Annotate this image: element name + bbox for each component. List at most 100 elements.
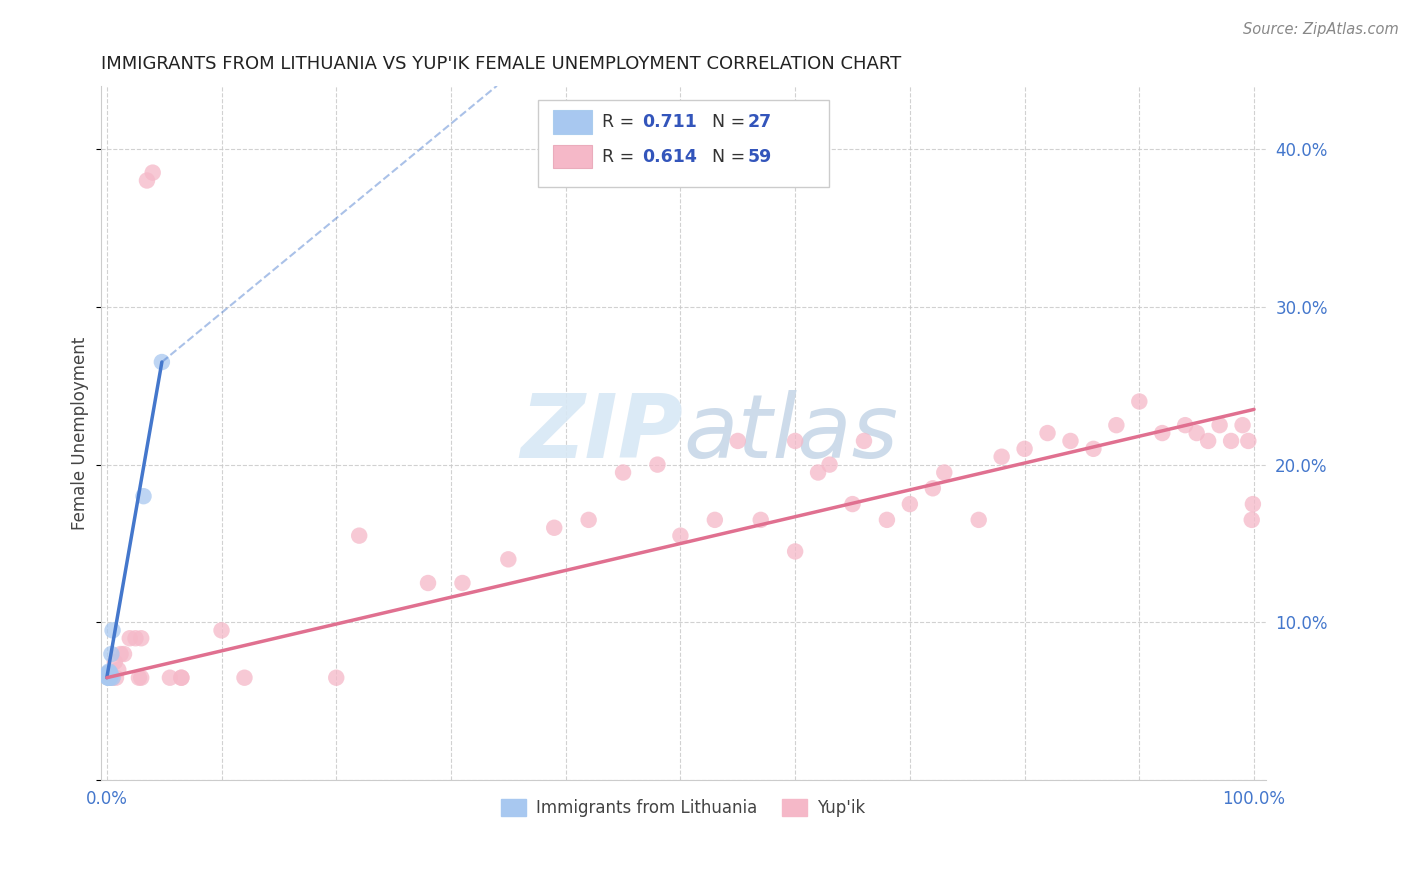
- Point: [97, 669, 120, 683]
- Point: [101, 671, 124, 685]
- Point: [703, 513, 725, 527]
- Point: [1208, 418, 1230, 433]
- Text: N =: N =: [700, 148, 751, 166]
- Point: [852, 434, 875, 448]
- Point: [898, 497, 921, 511]
- Point: [498, 552, 520, 566]
- Point: [107, 663, 129, 677]
- Point: [749, 513, 772, 527]
- Point: [98, 669, 121, 683]
- Point: [98, 667, 121, 681]
- Point: [1014, 442, 1036, 456]
- Point: [1152, 425, 1174, 440]
- Text: R =: R =: [602, 113, 640, 131]
- Point: [98, 671, 121, 685]
- Text: 27: 27: [748, 113, 772, 131]
- FancyBboxPatch shape: [553, 110, 592, 134]
- Point: [98, 669, 121, 683]
- Point: [727, 434, 749, 448]
- Point: [129, 671, 152, 685]
- Point: [170, 671, 193, 685]
- Point: [97, 671, 120, 685]
- Point: [97, 671, 120, 685]
- Legend: Immigrants from Lithuania, Yup'ik: Immigrants from Lithuania, Yup'ik: [495, 793, 872, 824]
- Point: [347, 529, 370, 543]
- Point: [1237, 434, 1260, 448]
- Point: [807, 466, 830, 480]
- Text: ZIP: ZIP: [520, 390, 683, 476]
- Point: [818, 458, 841, 472]
- Point: [451, 576, 474, 591]
- Point: [104, 655, 127, 669]
- Point: [132, 489, 155, 503]
- Point: [101, 624, 124, 638]
- Point: [98, 667, 121, 681]
- Point: [98, 669, 121, 683]
- Point: [876, 513, 898, 527]
- Point: [98, 671, 121, 685]
- Point: [1240, 513, 1263, 527]
- Point: [1197, 434, 1219, 448]
- Point: [1220, 434, 1243, 448]
- Point: [100, 647, 122, 661]
- Y-axis label: Female Unemployment: Female Unemployment: [72, 336, 89, 530]
- Point: [98, 669, 121, 683]
- Point: [98, 665, 121, 679]
- Point: [136, 173, 159, 187]
- Point: [98, 669, 121, 683]
- Point: [1185, 425, 1208, 440]
- Point: [612, 466, 634, 480]
- Point: [129, 632, 152, 646]
- Text: IMMIGRANTS FROM LITHUANIA VS YUP'IK FEMALE UNEMPLOYMENT CORRELATION CHART: IMMIGRANTS FROM LITHUANIA VS YUP'IK FEMA…: [101, 55, 901, 73]
- Point: [98, 671, 121, 685]
- Point: [98, 665, 121, 680]
- FancyBboxPatch shape: [537, 100, 830, 186]
- Point: [578, 513, 600, 527]
- Point: [118, 632, 141, 646]
- Point: [1059, 434, 1081, 448]
- Point: [647, 458, 669, 472]
- Point: [170, 671, 193, 685]
- Point: [669, 529, 692, 543]
- Text: 59: 59: [748, 148, 772, 166]
- Point: [1241, 497, 1264, 511]
- Text: Source: ZipAtlas.com: Source: ZipAtlas.com: [1243, 22, 1399, 37]
- Point: [921, 481, 943, 495]
- Point: [841, 497, 863, 511]
- Point: [97, 667, 120, 681]
- Point: [97, 669, 120, 683]
- Point: [1036, 425, 1059, 440]
- Point: [1105, 418, 1128, 433]
- Point: [1083, 442, 1105, 456]
- Point: [124, 632, 146, 646]
- Point: [934, 466, 956, 480]
- Point: [543, 521, 565, 535]
- Point: [104, 671, 127, 685]
- Point: [112, 647, 135, 661]
- Text: 0.711: 0.711: [643, 113, 697, 131]
- FancyBboxPatch shape: [553, 145, 592, 169]
- Point: [98, 671, 121, 685]
- Point: [967, 513, 990, 527]
- Point: [159, 671, 181, 685]
- Point: [150, 355, 173, 369]
- Point: [97, 665, 120, 680]
- Point: [233, 671, 256, 685]
- Point: [128, 671, 150, 685]
- Point: [1128, 394, 1150, 409]
- Point: [325, 671, 347, 685]
- Text: N =: N =: [700, 113, 751, 131]
- Point: [98, 667, 121, 681]
- Point: [211, 624, 233, 638]
- Point: [110, 647, 132, 661]
- Text: atlas: atlas: [683, 390, 898, 476]
- Point: [416, 576, 439, 591]
- Point: [142, 166, 165, 180]
- Text: 0.614: 0.614: [643, 148, 697, 166]
- Point: [785, 434, 807, 448]
- Point: [1174, 418, 1197, 433]
- Point: [98, 667, 121, 681]
- Point: [785, 544, 807, 558]
- Point: [990, 450, 1012, 464]
- Point: [98, 665, 121, 680]
